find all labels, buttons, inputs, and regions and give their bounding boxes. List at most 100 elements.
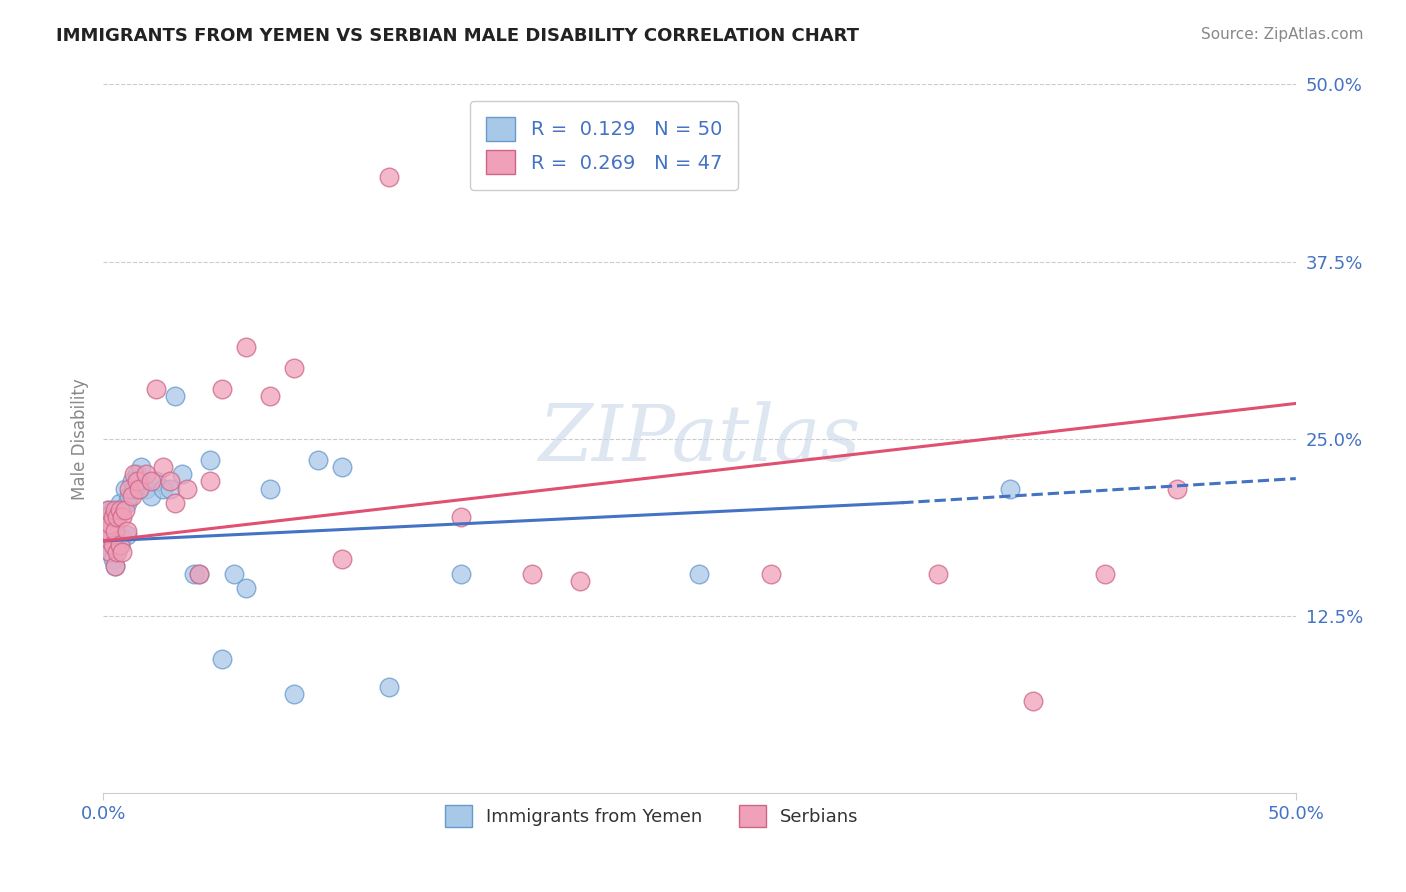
- Point: [1166, 482, 1188, 496]
- Point: [283, 361, 305, 376]
- Point: [98, 545, 121, 559]
- Point: [450, 509, 472, 524]
- Point: [159, 482, 181, 496]
- Point: [200, 453, 222, 467]
- Point: [94, 516, 117, 531]
- Text: Source: ZipAtlas.com: Source: ZipAtlas.com: [1201, 27, 1364, 42]
- Point: [569, 574, 592, 588]
- Point: [224, 566, 246, 581]
- Point: [94, 509, 117, 524]
- Point: [139, 489, 162, 503]
- Point: [101, 509, 124, 524]
- Point: [101, 538, 124, 552]
- Point: [152, 482, 174, 496]
- Text: IMMIGRANTS FROM YEMEN VS SERBIAN MALE DISABILITY CORRELATION CHART: IMMIGRANTS FROM YEMEN VS SERBIAN MALE DI…: [56, 27, 859, 45]
- Point: [187, 566, 209, 581]
- Point: [998, 482, 1021, 496]
- Point: [115, 528, 138, 542]
- Point: [129, 460, 152, 475]
- Point: [97, 538, 120, 552]
- Point: [135, 467, 157, 482]
- Point: [104, 533, 127, 548]
- Point: [111, 509, 134, 524]
- Point: [97, 524, 120, 538]
- Point: [108, 496, 131, 510]
- Point: [107, 509, 129, 524]
- Point: [259, 482, 281, 496]
- Point: [121, 475, 143, 489]
- Point: [108, 503, 131, 517]
- Point: [283, 687, 305, 701]
- Point: [104, 559, 127, 574]
- Point: [104, 509, 127, 524]
- Point: [187, 566, 209, 581]
- Point: [108, 538, 131, 552]
- Point: [139, 475, 162, 489]
- Point: [183, 566, 205, 581]
- Point: [145, 382, 167, 396]
- Point: [111, 531, 134, 545]
- Point: [125, 475, 148, 489]
- Point: [98, 545, 121, 559]
- Point: [235, 581, 257, 595]
- Point: [330, 552, 353, 566]
- Point: [211, 382, 233, 396]
- Point: [94, 531, 117, 545]
- Point: [98, 514, 121, 528]
- Point: [152, 460, 174, 475]
- Point: [1094, 566, 1116, 581]
- Point: [170, 467, 193, 482]
- Point: [101, 552, 124, 566]
- Point: [111, 503, 134, 517]
- Point: [128, 475, 150, 489]
- Point: [107, 542, 129, 557]
- Point: [114, 503, 136, 517]
- Point: [111, 545, 134, 559]
- Point: [97, 503, 120, 517]
- Point: [378, 169, 401, 184]
- Point: [125, 467, 148, 482]
- Point: [159, 475, 181, 489]
- Point: [163, 389, 186, 403]
- Point: [104, 503, 127, 517]
- Point: [176, 482, 198, 496]
- Point: [98, 516, 121, 531]
- Point: [94, 524, 117, 538]
- Point: [259, 389, 281, 403]
- Point: [107, 503, 129, 517]
- Point: [522, 566, 544, 581]
- Point: [122, 482, 145, 496]
- Point: [104, 524, 127, 538]
- Point: [121, 489, 143, 503]
- Point: [101, 503, 124, 517]
- Point: [97, 509, 120, 524]
- Point: [200, 475, 222, 489]
- Point: [307, 453, 329, 467]
- Point: [128, 482, 150, 496]
- Point: [104, 559, 127, 574]
- Point: [135, 482, 157, 496]
- Point: [122, 467, 145, 482]
- Point: [211, 651, 233, 665]
- Point: [688, 566, 710, 581]
- Point: [759, 566, 782, 581]
- Point: [927, 566, 949, 581]
- Point: [115, 496, 138, 510]
- Point: [163, 496, 186, 510]
- Point: [378, 680, 401, 694]
- Point: [235, 340, 257, 354]
- Point: [330, 460, 353, 475]
- Point: [118, 482, 141, 496]
- Point: [97, 503, 120, 517]
- Point: [450, 566, 472, 581]
- Point: [115, 524, 138, 538]
- Point: [1022, 694, 1045, 708]
- Point: [118, 489, 141, 503]
- Point: [108, 538, 131, 552]
- Legend: Immigrants from Yemen, Serbians: Immigrants from Yemen, Serbians: [437, 797, 866, 834]
- Point: [101, 528, 124, 542]
- Point: [98, 520, 121, 534]
- Point: [114, 482, 136, 496]
- Point: [145, 475, 167, 489]
- Point: [107, 545, 129, 559]
